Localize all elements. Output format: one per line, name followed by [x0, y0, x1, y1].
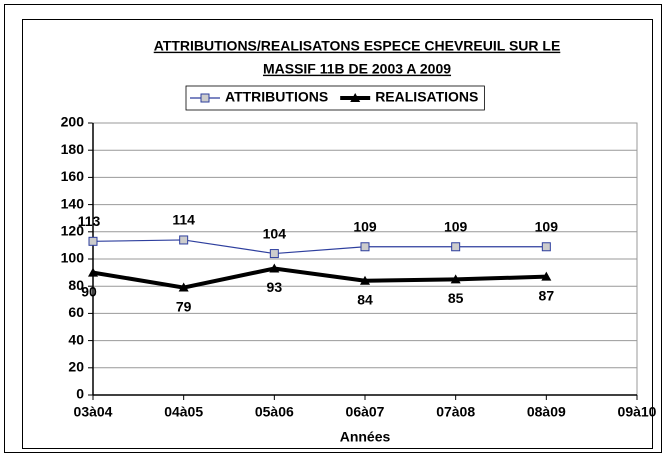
- data-label: 113: [78, 213, 101, 229]
- legend-label: REALISATIONS: [375, 89, 478, 105]
- x-tick-label: 06à07: [346, 404, 385, 420]
- y-tick-label: 60: [68, 304, 84, 320]
- data-label: 79: [176, 298, 192, 314]
- y-tick-label: 0: [76, 386, 84, 402]
- data-label: 84: [357, 291, 373, 307]
- y-tick-label: 120: [61, 223, 85, 239]
- y-tick-label: 200: [61, 114, 85, 130]
- data-label: 109: [353, 218, 377, 234]
- data-label: 109: [444, 218, 468, 234]
- marker: [269, 249, 279, 259]
- y-tick-label: 140: [61, 195, 85, 211]
- data-label: 114: [172, 212, 195, 228]
- x-tick-label: 03à04: [74, 404, 113, 420]
- marker: [88, 267, 98, 277]
- marker: [178, 282, 189, 292]
- data-label: 93: [267, 279, 283, 295]
- x-tick-label: 04à05: [164, 404, 203, 420]
- marker: [350, 93, 361, 102]
- data-label: 85: [448, 290, 464, 306]
- x-tick-label: 07à08: [436, 404, 475, 420]
- x-tick-label: 09à10: [618, 404, 657, 420]
- y-tick-label: 20: [68, 359, 84, 375]
- y-tick-label: 160: [61, 168, 85, 184]
- marker: [451, 242, 461, 252]
- y-tick-label: 40: [68, 331, 84, 347]
- series-line: [92, 239, 547, 255]
- marker: [450, 274, 461, 284]
- marker: [360, 275, 370, 285]
- marker: [269, 263, 280, 273]
- chart-title: ATTRIBUTIONS/REALISATONS ESPECE CHEVREUI…: [154, 38, 561, 54]
- x-tick-label: 05à06: [255, 404, 294, 420]
- data-label: 104: [263, 225, 287, 241]
- series-line: [92, 266, 547, 290]
- data-label: 109: [535, 218, 559, 234]
- outer-frame: [4, 4, 662, 453]
- marker: [360, 242, 370, 252]
- marker: [200, 93, 210, 103]
- y-tick-label: 180: [61, 141, 85, 157]
- y-tick-label: 80: [68, 277, 84, 293]
- x-axis-label: Années: [340, 429, 391, 445]
- chart-title: MASSIF 11B DE 2003 A 2009: [263, 61, 451, 77]
- legend-box: [185, 85, 485, 111]
- x-tick-label: 08à09: [527, 404, 566, 420]
- legend-label: ATTRIBUTIONS: [225, 89, 328, 105]
- y-tick-label: 100: [61, 250, 85, 266]
- chart-frame: [22, 19, 653, 449]
- data-label: 90: [81, 283, 97, 299]
- marker: [88, 236, 98, 246]
- data-label: 87: [539, 287, 555, 303]
- marker: [541, 242, 551, 252]
- marker: [179, 235, 189, 245]
- marker: [541, 271, 552, 281]
